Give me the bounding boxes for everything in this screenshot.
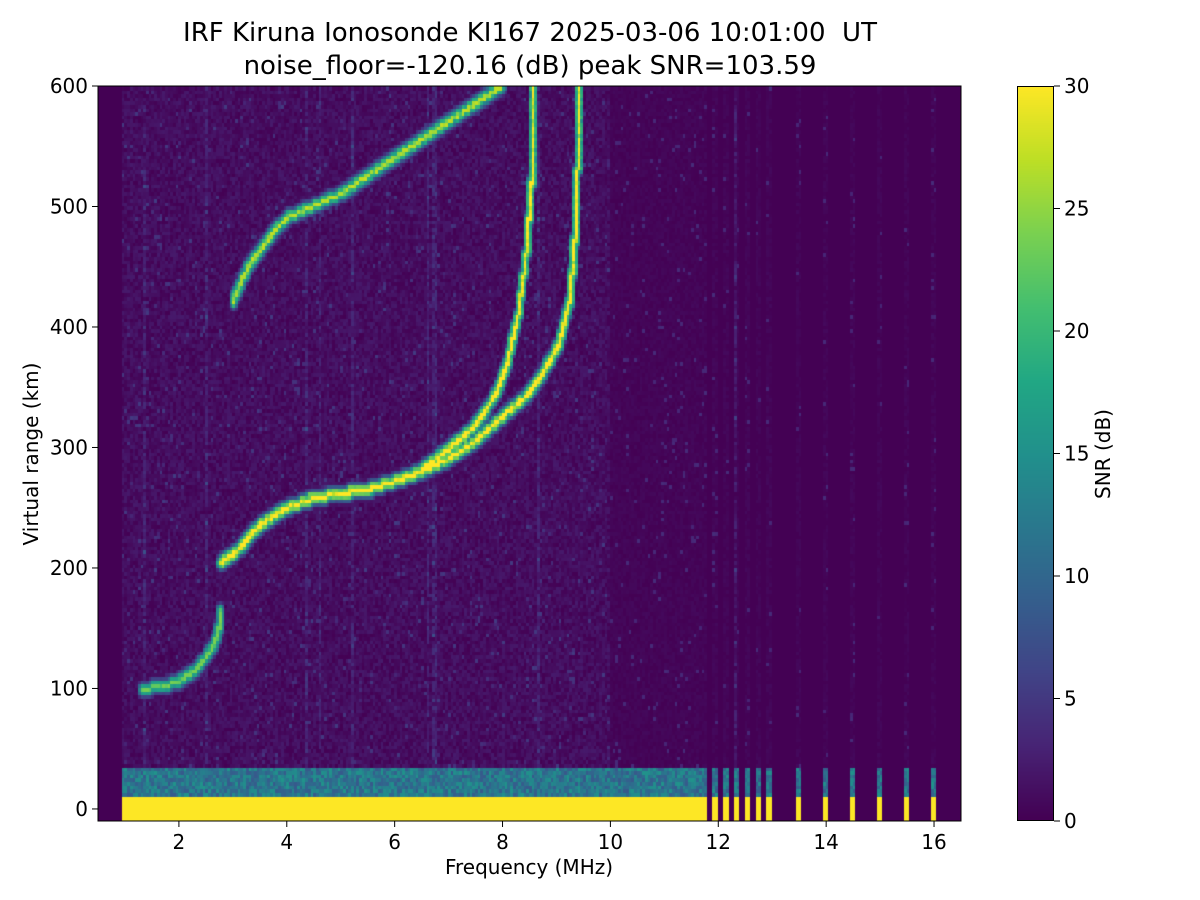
colorbar-tick-label: 20 [1064,319,1089,343]
y-axis-label: Virtual range (km) [19,363,43,546]
colorbar-axis: 0 5 10 15 20 25 30 [1054,74,1089,833]
x-axis-label: Frequency (MHz) [445,855,613,879]
y-tick-label: 600 [50,74,88,98]
plot-frame [97,85,962,822]
y-tick-label: 200 [50,556,88,580]
y-tick-label: 400 [50,315,88,339]
colorbar-tick-label: 0 [1064,809,1077,833]
x-tick-label: 4 [280,830,293,854]
colorbar-tick-label: 15 [1064,442,1089,466]
y-tick-label: 100 [50,676,88,700]
x-tick-label: 14 [813,830,838,854]
x-axis: 2 4 6 8 10 12 14 16 [173,821,947,854]
colorbar-tick-label: 30 [1064,74,1089,98]
x-tick-label: 10 [598,830,623,854]
chart-subtitle: noise_floor=-120.16 (dB) peak SNR=103.59 [243,51,817,81]
colorbar-tick-label: 25 [1064,197,1089,221]
x-tick-label: 16 [921,830,946,854]
x-tick-label: 2 [173,830,186,854]
colorbar-label: SNR (dB) [1091,409,1115,499]
x-tick-label: 8 [496,830,509,854]
snr-heatmap [98,86,961,821]
y-tick-label: 300 [50,435,88,459]
colorbar-gradient [1017,86,1054,821]
y-tick-label: 0 [75,797,88,821]
y-tick-label: 500 [50,194,88,218]
colorbar-tick-label: 5 [1064,687,1077,711]
chart-title: IRF Kiruna Ionosonde KI167 2025-03-06 10… [183,18,877,48]
y-axis: 0 100 200 300 400 500 600 [50,74,98,821]
colorbar-tick-label: 10 [1064,564,1089,588]
x-tick-label: 12 [706,830,731,854]
x-tick-label: 6 [388,830,401,854]
